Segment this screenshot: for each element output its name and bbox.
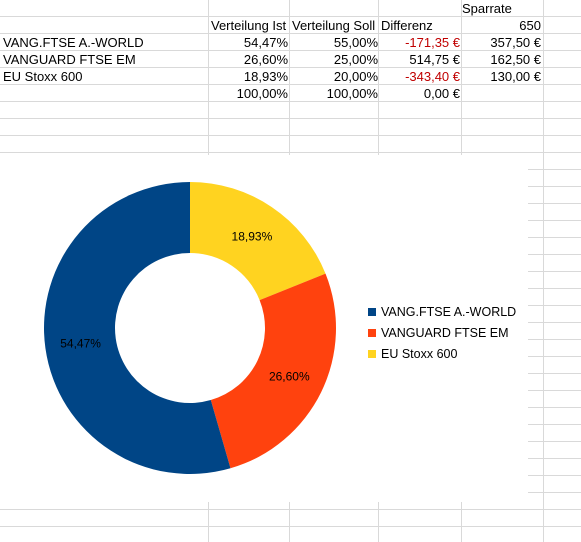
total-soll[interactable]: 100,00%: [326, 86, 378, 101]
row-rate-stoxx[interactable]: 130,00 €: [490, 69, 541, 84]
data-label-stoxx: 18,93%: [232, 229, 273, 243]
header-verteilung-soll[interactable]: Verteilung Soll: [292, 18, 376, 33]
legend-swatch-em: [368, 328, 376, 337]
row-diff-stoxx[interactable]: -343,40 €: [405, 69, 460, 84]
legend-item-stoxx: EU Stoxx 600: [368, 345, 548, 363]
row-name-world[interactable]: VANG.FTSE A.-WORLD: [3, 35, 144, 50]
donut-chart-svg: 18,93% 26,60% 54,47%: [43, 182, 337, 474]
slice-world[interactable]: [43, 182, 231, 474]
row-diff-world[interactable]: -171,35 €: [405, 35, 460, 50]
row-rate-em[interactable]: 162,50 €: [490, 52, 541, 67]
total-ist[interactable]: 100,00%: [236, 86, 288, 101]
legend-label-em: VANGUARD FTSE EM: [381, 326, 509, 340]
donut-chart[interactable]: 18,93% 26,60% 54,47% VANG.FTSE A.-WORLD VA…: [0, 155, 528, 502]
slice-stoxx[interactable]: [190, 182, 326, 301]
total-diff[interactable]: 0,00 €: [423, 86, 460, 101]
legend-swatch-world: [368, 307, 376, 316]
row-name-em[interactable]: VANGUARD FTSE EM: [3, 52, 136, 67]
row-ist-stoxx[interactable]: 18,93%: [243, 69, 288, 84]
sparrate-value[interactable]: 650: [519, 18, 541, 33]
row-name-stoxx[interactable]: EU Stoxx 600: [3, 69, 83, 84]
legend-swatch-stoxx: [368, 349, 376, 358]
row-diff-em[interactable]: 514,75 €: [409, 52, 460, 67]
legend-label-stoxx: EU Stoxx 600: [381, 347, 458, 361]
row-rate-world[interactable]: 357,50 €: [490, 35, 541, 50]
header-differenz[interactable]: Differenz: [381, 18, 433, 33]
row-ist-world[interactable]: 54,47%: [243, 35, 288, 50]
row-ist-em[interactable]: 26,60%: [243, 52, 288, 67]
row-soll-stoxx[interactable]: 20,00%: [333, 69, 378, 84]
row-soll-em[interactable]: 25,00%: [333, 52, 378, 67]
legend-item-world: VANG.FTSE A.-WORLD: [368, 303, 548, 321]
sparrate-label[interactable]: Sparrate: [462, 1, 512, 16]
header-verteilung-ist[interactable]: Verteilung Ist: [211, 18, 287, 33]
slice-em[interactable]: [210, 273, 337, 469]
data-label-em: 26,60%: [269, 369, 310, 383]
legend-label-world: VANG.FTSE A.-WORLD: [381, 305, 517, 319]
row-soll-world[interactable]: 55,00%: [333, 35, 378, 50]
legend-item-em: VANGUARD FTSE EM: [368, 324, 548, 342]
data-label-world: 54,47%: [60, 336, 101, 350]
